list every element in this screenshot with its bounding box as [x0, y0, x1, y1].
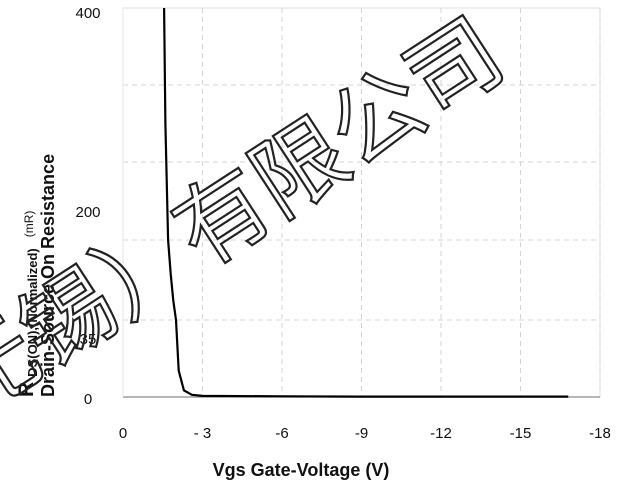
tick-labels: 0 - 3 -6 -9 -12 -15 -18 0 35 200 400: [75, 5, 610, 442]
y-tick-label: 400: [75, 5, 100, 22]
x-tick-label: -9: [355, 425, 368, 442]
y-axis-title-sub: DS(ON),(Normalized): [25, 248, 40, 377]
y-tick-label: 200: [75, 204, 100, 221]
x-axis-title: Vgs Gate-Voltage (V): [213, 460, 390, 480]
series-line: [163, 7, 569, 398]
x-tick-label: - 3: [194, 425, 212, 442]
series-group: [163, 7, 569, 398]
x-tick-label: -12: [430, 425, 452, 442]
x-tick-label: -6: [275, 425, 288, 442]
y-axis-title: R DS(ON),(Normalized) (mR) Drain-Source …: [15, 154, 58, 397]
y-axis-title-line2: Drain-Source On Resistance: [38, 154, 58, 397]
y-tick-label: 35: [80, 331, 97, 348]
x-tick-label: -18: [589, 425, 611, 442]
y-axis-title-main: R: [15, 382, 38, 397]
y-axis-title-unit: (mR): [22, 211, 36, 238]
x-tick-label: -15: [510, 425, 532, 442]
svg-text:R DS(ON),(Normalized): R DS(ON),(Normalized) (mR): [15, 211, 41, 397]
y-tick-label: 0: [84, 391, 92, 408]
x-tick-label: 0: [119, 425, 127, 442]
